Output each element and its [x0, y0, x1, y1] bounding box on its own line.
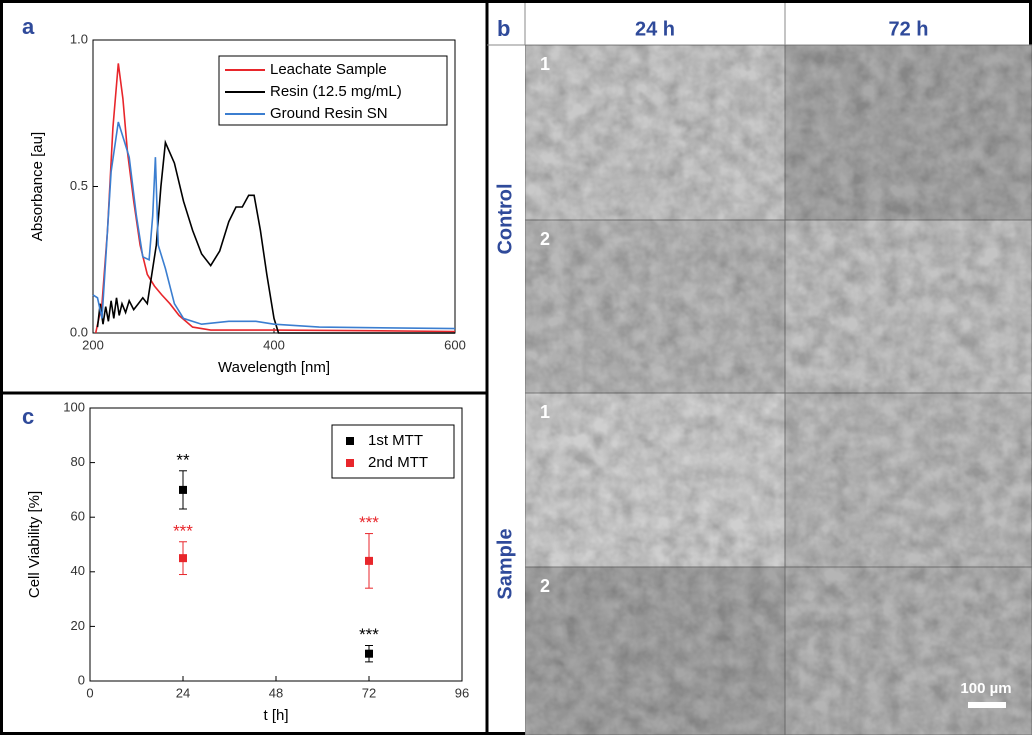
micrograph-grid: 24 h 72 h Control 1 2 Sample 1 2 100 µm — [487, 3, 1032, 735]
legend-label: Leachate Sample — [270, 61, 387, 78]
y-axis-label: Absorbance [au] — [29, 132, 46, 241]
legend-label: 2nd MTT — [368, 454, 428, 471]
micrograph — [524, 44, 786, 221]
y-tick-label: 1.0 — [70, 31, 88, 46]
data-point — [179, 485, 187, 494]
data-point — [365, 556, 373, 565]
y-tick-label: 20 — [71, 618, 85, 633]
spectrum-line — [94, 63, 456, 334]
image-number: 1 — [540, 54, 550, 74]
image-number: 1 — [540, 402, 550, 422]
x-tick-label: 0 — [86, 685, 93, 700]
micrograph — [784, 566, 1032, 735]
x-axis-label: Wavelength [nm] — [218, 359, 330, 376]
spectrum-line — [96, 139, 455, 334]
column-header: 24 h — [635, 18, 675, 40]
data-point — [179, 554, 187, 563]
y-tick-label: 0.0 — [70, 324, 88, 339]
scale-bar — [968, 702, 1006, 708]
row-label: Control — [494, 183, 516, 254]
data-point — [365, 649, 373, 658]
spectrum-line — [92, 121, 456, 330]
image-number: 2 — [540, 576, 550, 596]
row-label: Sample — [494, 528, 516, 599]
micrograph — [524, 219, 786, 394]
micrograph — [784, 219, 1032, 394]
y-tick-label: 100 — [63, 399, 85, 414]
panel-label: b — [497, 16, 510, 41]
x-tick-label: 600 — [444, 337, 466, 352]
x-tick-label: 24 — [176, 685, 190, 700]
scale-bar-label: 100 µm — [960, 680, 1011, 697]
legend-label: Resin (12.5 mg/mL) — [270, 83, 402, 100]
x-axis-label: t [h] — [263, 707, 288, 724]
y-tick-label: 0.5 — [70, 178, 88, 193]
y-tick-label: 40 — [71, 563, 85, 578]
panel-label: a — [22, 14, 35, 39]
x-tick-label: 96 — [455, 685, 469, 700]
legend-label: 1st MTT — [368, 432, 423, 449]
significance: *** — [359, 625, 379, 644]
legend-label: Ground Resin SN — [270, 105, 388, 122]
viability-chart: 0 24 48 72 96 0 20 40 60 80 100 t [h] Cell Viability… — [26, 399, 469, 724]
x-tick-label: 200 — [82, 337, 104, 352]
column-header: 72 h — [888, 18, 928, 40]
y-axis-label: Cell Viability [%] — [26, 491, 43, 598]
x-tick-label: 72 — [362, 685, 376, 700]
significance: ** — [176, 450, 190, 469]
legend-box — [331, 424, 455, 479]
spectrum-chart: 200 400 600 0.0 0.5 1.0 Wavelength [nm] Absorba… — [29, 31, 466, 376]
y-tick-label: 60 — [71, 509, 85, 524]
x-tick-label: 400 — [263, 337, 285, 352]
x-tick-label: 48 — [269, 685, 283, 700]
legend-swatch — [346, 437, 354, 445]
panel-label: c — [22, 404, 34, 429]
image-number: 2 — [540, 229, 550, 249]
y-tick-label: 0 — [78, 672, 85, 687]
micrograph — [524, 566, 786, 735]
legend-box — [218, 55, 448, 126]
legend-swatch — [346, 459, 354, 467]
micrograph — [784, 392, 1032, 568]
significance: *** — [173, 521, 193, 540]
micrograph — [524, 392, 786, 568]
significance: *** — [359, 513, 379, 532]
micrograph — [784, 44, 1032, 221]
y-tick-label: 80 — [71, 454, 85, 469]
